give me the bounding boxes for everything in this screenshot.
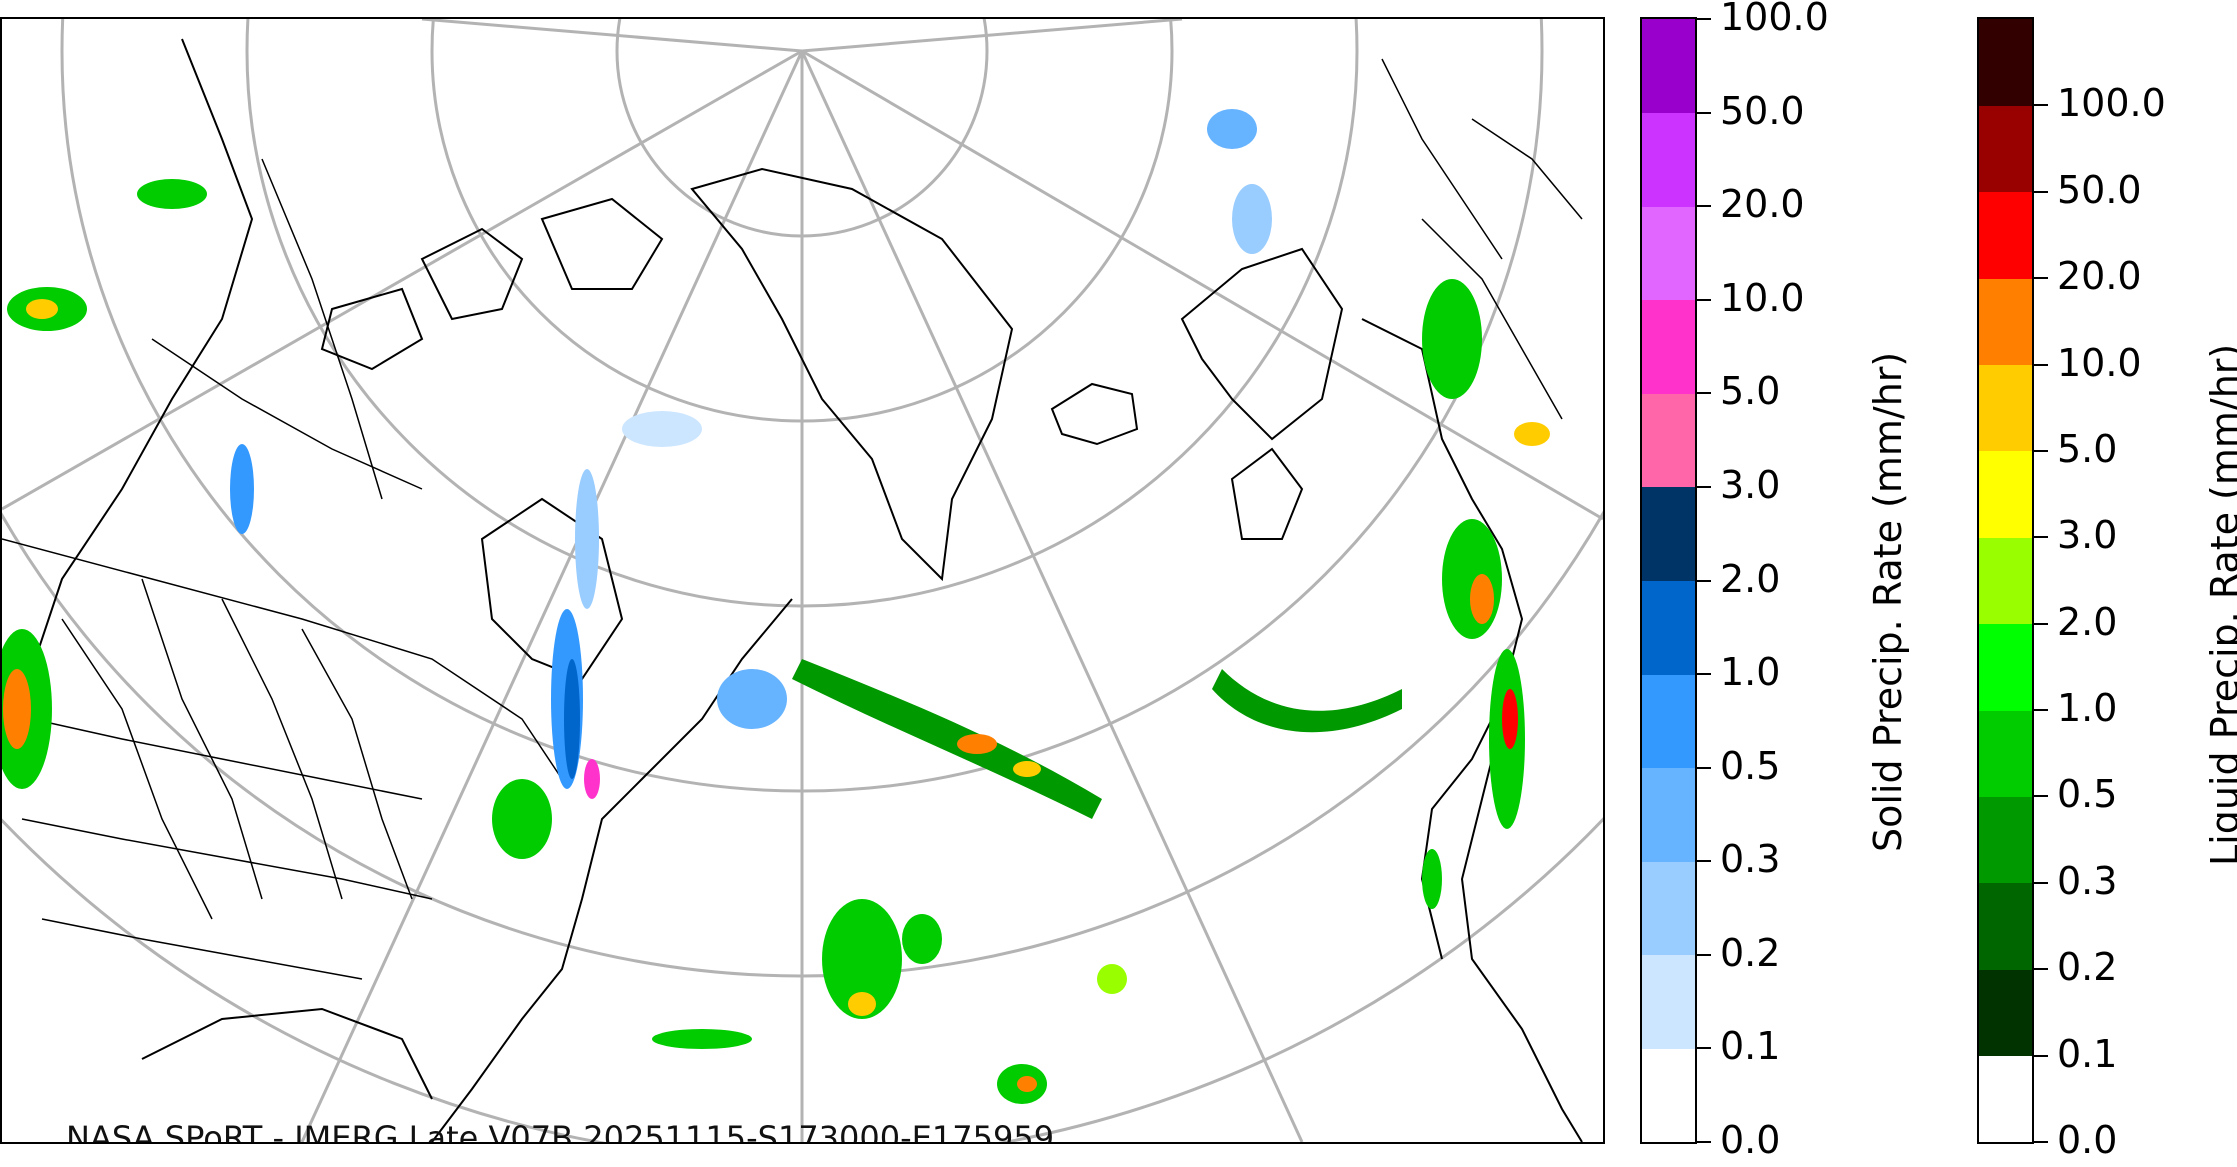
solid-colorbar-tick-label: 0.0	[1720, 1118, 1781, 1162]
liquid-colorbar-segment	[1979, 796, 2032, 884]
liquid-colorbar-tick-label: 20.0	[2057, 254, 2142, 299]
solid-colorbar-segment	[1642, 19, 1695, 114]
liquid-colorbar-tick	[2034, 1054, 2048, 1057]
solid-colorbar-tick	[1697, 298, 1711, 301]
precipitation-map	[2, 19, 1603, 1142]
graticule	[2, 19, 1603, 1142]
solid-colorbar-tick	[1697, 953, 1711, 956]
solid-colorbar-tick-label: 3.0	[1720, 462, 1781, 507]
liquid-colorbar-segment	[1979, 19, 2032, 106]
liquid-colorbar-segment	[1979, 450, 2032, 538]
liquid-colorbar-segment	[1979, 278, 2032, 366]
liquid-colorbar-segment	[1979, 537, 2032, 625]
liquid-colorbar-tick-label: 5.0	[2057, 426, 2118, 471]
solid-precip-colorbar-title: Solid Precip. Rate (mm/hr)	[1866, 351, 1910, 852]
solid-colorbar-segment	[1642, 767, 1695, 862]
solid-colorbar-segment	[1642, 861, 1695, 956]
liquid-colorbar-tick-label: 0.2	[2057, 945, 2118, 990]
liquid-colorbar-tick	[2034, 536, 2048, 539]
solid-colorbar-segment	[1642, 299, 1695, 394]
liquid-colorbar-tick-label: 50.0	[2057, 167, 2142, 212]
liquid-colorbar-tick-label: 10.0	[2057, 340, 2142, 385]
solid-colorbar-tick-label: 50.0	[1720, 88, 1805, 133]
liquid-colorbar-tick	[2034, 104, 2048, 107]
liquid-colorbar-tick-label: 3.0	[2057, 513, 2118, 558]
borders	[2, 58, 1583, 980]
liquid-colorbar-tick-label: 100.0	[2057, 81, 2166, 126]
liquid-colorbar-segment	[1979, 969, 2032, 1057]
solid-colorbar-tick	[1697, 860, 1711, 863]
solid-colorbar-segment	[1642, 112, 1695, 207]
liquid-precip-colorbar-title: Liquid Precip. Rate (mm/hr)	[2203, 343, 2237, 866]
liquid-colorbar-segment	[1979, 364, 2032, 452]
liquid-colorbar-segment	[1979, 1055, 2032, 1143]
solid-colorbar-segment	[1642, 206, 1695, 301]
data-credit-label: NASA SPoRT - IMERG Late V07B 20251115-S1…	[66, 1119, 1055, 1144]
solid-colorbar-tick-label: 0.1	[1720, 1024, 1781, 1069]
solid-colorbar-tick	[1697, 766, 1711, 769]
solid-colorbar-segment	[1642, 580, 1695, 675]
solid-colorbar-tick-label: 100.0	[1720, 0, 1829, 39]
solid-colorbar-tick-label: 0.2	[1720, 930, 1781, 975]
liquid-colorbar-tick-label: 1.0	[2057, 686, 2118, 731]
liquid-colorbar-tick-label: 0.3	[2057, 858, 2118, 903]
solid-precip-colorbar	[1640, 17, 1697, 1144]
coastlines	[11, 38, 1583, 1142]
solid-colorbar-tick-label: 1.0	[1720, 650, 1781, 695]
liquid-precip-areas	[2, 179, 1550, 1104]
solid-colorbar-tick	[1697, 18, 1711, 20]
solid-colorbar-segment	[1642, 674, 1695, 769]
liquid-colorbar-tick	[2034, 1141, 2048, 1143]
liquid-colorbar-tick	[2034, 363, 2048, 366]
solid-colorbar-segment	[1642, 393, 1695, 488]
liquid-colorbar-segment	[1979, 105, 2032, 193]
solid-colorbar-segment	[1642, 954, 1695, 1049]
liquid-colorbar-segment	[1979, 710, 2032, 797]
solid-colorbar-tick	[1697, 111, 1711, 114]
solid-colorbar-tick-label: 5.0	[1720, 369, 1781, 414]
liquid-colorbar-segment	[1979, 191, 2032, 279]
liquid-colorbar-tick	[2034, 709, 2048, 712]
liquid-colorbar-tick	[2034, 795, 2048, 798]
solid-colorbar-tick	[1697, 579, 1711, 582]
liquid-colorbar-tick	[2034, 277, 2048, 280]
solid-colorbar-segment	[1642, 1048, 1695, 1143]
liquid-colorbar-segment	[1979, 882, 2032, 970]
liquid-colorbar-segment	[1979, 623, 2032, 711]
map-panel: NASA SPoRT - IMERG Late V07B 20251115-S1…	[0, 17, 1605, 1144]
solid-colorbar-tick-label: 20.0	[1720, 182, 1805, 227]
solid-colorbar-segment	[1642, 486, 1695, 581]
liquid-colorbar-tick-label: 0.1	[2057, 1031, 2118, 1076]
solid-colorbar-tick	[1697, 1047, 1711, 1050]
liquid-colorbar-tick	[2034, 622, 2048, 625]
solid-colorbar-tick	[1697, 673, 1711, 676]
liquid-precip-colorbar	[1977, 17, 2034, 1144]
solid-colorbar-tick	[1697, 485, 1711, 488]
solid-colorbar-tick-label: 10.0	[1720, 275, 1805, 320]
solid-colorbar-tick-label: 0.5	[1720, 743, 1781, 788]
liquid-colorbar-tick-label: 0.0	[2057, 1118, 2118, 1162]
liquid-colorbar-tick	[2034, 881, 2048, 884]
solid-colorbar-tick-label: 2.0	[1720, 556, 1781, 601]
liquid-colorbar-tick-label: 2.0	[2057, 599, 2118, 644]
liquid-colorbar-tick-label: 0.5	[2057, 772, 2118, 817]
liquid-colorbar-tick	[2034, 449, 2048, 452]
solid-colorbar-tick	[1697, 1141, 1711, 1143]
solid-colorbar-tick	[1697, 392, 1711, 395]
solid-precip-areas	[230, 109, 1272, 799]
liquid-colorbar-tick	[2034, 190, 2048, 193]
liquid-colorbar-tick	[2034, 968, 2048, 971]
solid-colorbar-tick-label: 0.3	[1720, 837, 1781, 882]
solid-colorbar-tick	[1697, 205, 1711, 208]
